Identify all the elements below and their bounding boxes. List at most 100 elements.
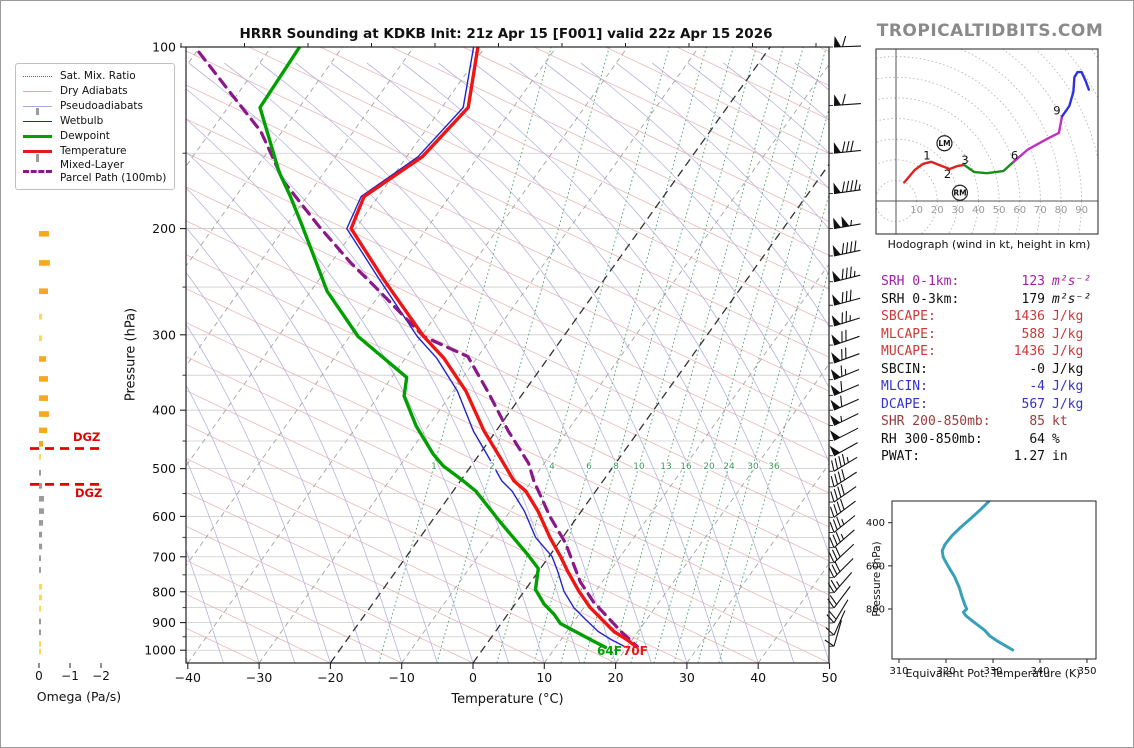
omega-axis-title: Omega (Pa/s)	[36, 689, 122, 704]
svg-text:350: 350	[1077, 666, 1096, 677]
svg-text:900: 900	[152, 615, 176, 630]
svg-text:10: 10	[536, 670, 552, 685]
svg-text:−10: −10	[389, 670, 415, 685]
tropicaltidbits-logo: TROPICALTIDBITS.COM	[876, 21, 1104, 41]
svg-text:50: 50	[993, 205, 1006, 216]
svg-text:20: 20	[931, 205, 944, 216]
pressure-axis-title: Pressure (hPa)	[123, 307, 139, 402]
legend-item-dry-adiabats: Dry Adiabats	[23, 84, 167, 99]
svg-text:30: 30	[747, 462, 759, 472]
svg-text:40: 40	[750, 670, 766, 685]
legend-box: Sat. Mix. Ratio Dry Adiabats Pseudoadiab…	[15, 63, 175, 190]
svg-text:600: 600	[866, 561, 885, 572]
legend-item-dewpoint: Dewpoint	[23, 129, 167, 144]
legend-item-pseudoadiabats: Pseudoadiabats	[23, 99, 167, 115]
temperature-axis-title: Temperature (°C)	[451, 692, 564, 707]
svg-text:3: 3	[961, 153, 968, 167]
svg-text:600: 600	[152, 509, 176, 524]
surface-temperature-label: 70F	[622, 644, 648, 658]
svg-text:10: 10	[910, 205, 923, 216]
svg-text:1: 1	[923, 149, 930, 163]
svg-text:40: 40	[972, 205, 985, 216]
svg-text:1000: 1000	[144, 643, 176, 658]
svg-text:60: 60	[1013, 205, 1026, 216]
legend-item-temperature: Temperature	[23, 144, 167, 162]
legend-item-parcel-path: Mixed-Layer Parcel Path (100mb)	[23, 159, 167, 184]
svg-text:80: 80	[1055, 205, 1068, 216]
svg-text:100: 100	[152, 40, 176, 55]
svg-text:0: 0	[469, 670, 477, 685]
svg-text:300: 300	[152, 327, 176, 342]
svg-text:400: 400	[866, 518, 885, 529]
temperature-line-icon	[23, 150, 52, 162]
index-row-rh: RH 300-850mb: 64%	[881, 431, 1060, 447]
index-row-srh-0-1km: SRH 0-1km: 123 m²s⁻²	[881, 274, 1092, 289]
thetae-pressure-axis-title: Pressure (hPa)	[871, 541, 883, 617]
svg-text:1: 1	[431, 462, 437, 472]
svg-text:330: 330	[983, 666, 1002, 677]
sat-mix-ratio-line-icon	[23, 76, 52, 77]
index-row-dcape: DCAPE: 567 J/kg	[881, 396, 1084, 412]
dry-adiabat-line-icon	[23, 91, 52, 92]
svg-text:30: 30	[952, 205, 965, 216]
page-title: HRRR Sounding at KDKB Init: 21z Apr 15 […	[239, 26, 773, 42]
hodograph-caption: Hodograph (wind in kt, height in km)	[887, 238, 1091, 251]
svg-text:50: 50	[822, 670, 838, 685]
dgz-label-upper: DGZ	[73, 430, 101, 444]
svg-text:10: 10	[633, 462, 645, 472]
svg-text:800: 800	[866, 604, 885, 615]
surface-values: 64F 70F	[597, 644, 648, 658]
svg-text:340: 340	[1030, 666, 1049, 677]
svg-text:−1: −1	[61, 669, 79, 683]
svg-text:90: 90	[1075, 205, 1088, 216]
dewpoint-line-icon	[23, 135, 52, 138]
svg-text:16: 16	[680, 462, 692, 472]
surface-dewpoint-label: 64F	[597, 644, 622, 658]
svg-text:−30: −30	[246, 670, 272, 685]
svg-text:500: 500	[152, 461, 176, 476]
index-row-pwat: PWAT: 1.27 in	[881, 449, 1068, 464]
svg-text:320: 320	[936, 666, 955, 677]
svg-text:13: 13	[660, 462, 671, 472]
wetbulb-line-icon	[23, 121, 52, 122]
index-row-mucape: MUCAPE: 1436 J/kg	[881, 344, 1084, 359]
svg-text:−20: −20	[317, 670, 343, 685]
index-row-mlcape: MLCAPE: 588 J/kg	[881, 326, 1084, 342]
dgz-label-lower: DGZ	[75, 486, 103, 500]
svg-text:LM: LM	[938, 139, 950, 148]
svg-text:6: 6	[1011, 149, 1018, 163]
svg-text:9: 9	[1053, 103, 1060, 117]
pseudoadiabat-line-icon	[23, 106, 52, 115]
svg-text:20: 20	[608, 670, 624, 685]
svg-text:2: 2	[489, 462, 495, 472]
svg-text:20: 20	[703, 462, 715, 472]
svg-text:8: 8	[613, 462, 619, 472]
thetae-axis-title: Equivalent Pot. Temperature (K)	[905, 667, 1081, 680]
index-row-sbcin: SBCIN: -0 J/kg	[881, 361, 1084, 377]
svg-text:24: 24	[723, 462, 735, 472]
svg-text:6: 6	[586, 462, 592, 472]
legend-item-wetbulb: Wetbulb	[23, 114, 167, 129]
svg-text:0: 0	[35, 669, 43, 683]
svg-text:800: 800	[152, 584, 176, 599]
svg-text:700: 700	[152, 549, 176, 564]
svg-text:−40: −40	[175, 670, 201, 685]
svg-text:2: 2	[944, 167, 951, 181]
index-row-mlcin: MLCIN: -4 J/kg	[881, 379, 1084, 394]
svg-text:200: 200	[152, 221, 176, 236]
index-row-srh-0-3km: SRH 0-3km: 179 m²s⁻²	[881, 291, 1092, 307]
severe-indices-panel: SRH 0-1km: 123 m²s⁻² SRH 0-3km: 179 m²s⁻² SB…	[881, 273, 1113, 466]
svg-text:RM: RM	[953, 189, 966, 198]
legend-item-sat-mix-ratio: Sat. Mix. Ratio	[23, 69, 167, 84]
svg-text:30: 30	[679, 670, 695, 685]
svg-text:4: 4	[549, 462, 555, 472]
svg-text:400: 400	[152, 403, 176, 418]
svg-text:−2: −2	[92, 669, 110, 683]
index-row-sbcape: SBCAPE: 1436 J/kg	[881, 309, 1084, 324]
svg-text:70: 70	[1034, 205, 1047, 216]
svg-text:310: 310	[889, 666, 908, 677]
index-row-shr: SHR 200-850mb: 85 kt	[881, 414, 1068, 429]
svg-text:36: 36	[768, 462, 780, 472]
